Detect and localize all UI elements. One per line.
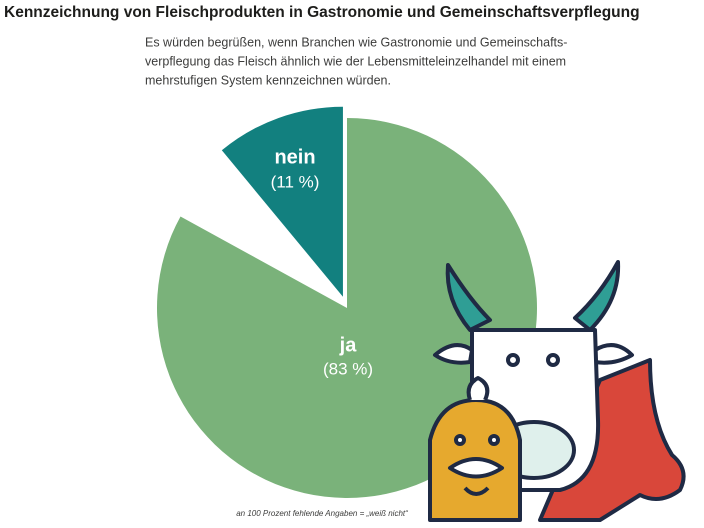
subtitle: verpflegung das Fleisch ähnlich wie der … <box>145 54 566 68</box>
pie-slice <box>221 106 343 297</box>
animal-illustration <box>428 260 686 522</box>
slice-label: nein <box>274 146 315 168</box>
chart-title: Kennzeichnung von Fleischprodukten in Ga… <box>4 4 640 21</box>
pie <box>156 106 537 499</box>
value-label: (11 %) <box>271 172 320 191</box>
pie-slice <box>156 118 537 499</box>
subtitle: mehrstufigen System kennzeichnen würden. <box>145 73 391 87</box>
footnote: an 100 Prozent fehlende Angaben = „weiß … <box>236 509 408 518</box>
value-label: (83 %) <box>323 359 373 378</box>
subtitle: Es würden begrüßen, wenn Branchen wie Ga… <box>145 35 567 49</box>
slice-label: ja <box>339 334 358 356</box>
